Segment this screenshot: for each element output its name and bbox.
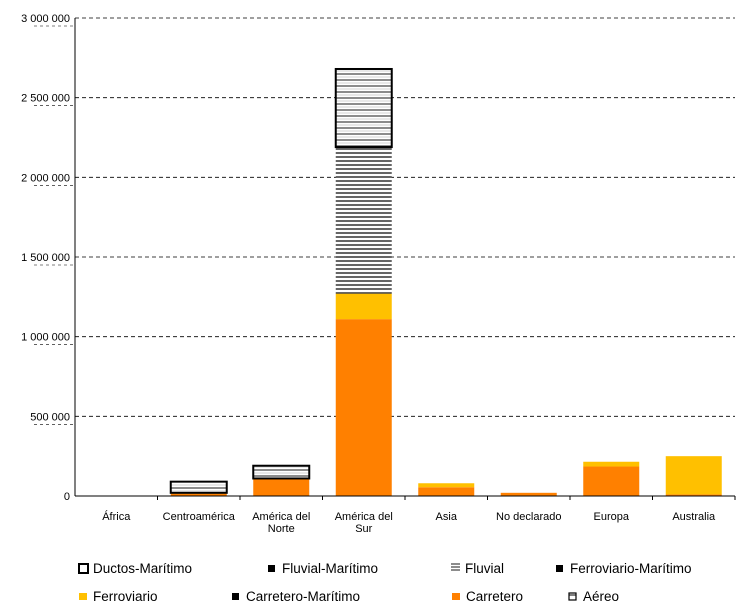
legend-item: Ferroviario-Marítimo <box>556 561 692 576</box>
legend-marker <box>556 565 563 572</box>
legend-item: Fluvial-Marítimo <box>268 561 378 576</box>
legend-label: Aéreo <box>583 589 619 604</box>
y-tick-label: 1 000 000 <box>21 332 70 344</box>
y-tick-label: 1 500 000 <box>21 252 70 264</box>
x-tick-label: No declarado <box>496 511 561 523</box>
legend-marker <box>452 593 460 600</box>
legend-label: Fluvial-Marítimo <box>282 561 378 576</box>
bars <box>169 67 722 496</box>
bar-segment <box>500 492 557 496</box>
x-tick-label: Australia <box>672 511 716 523</box>
x-tick-label: Europa <box>594 511 630 523</box>
legend-label: Fluvial <box>465 561 504 576</box>
bar-segment <box>418 483 475 488</box>
bar-segment <box>170 493 227 496</box>
legend-label: Ferroviario <box>93 589 158 604</box>
bar-segment <box>665 494 722 496</box>
legend: Ductos-Marítimo Fluvial-Marítimo Fluvial Fe… <box>78 561 692 604</box>
legend-item: Carretero <box>452 589 523 604</box>
legend-label: Carretero <box>466 589 523 604</box>
y-tick-label: 500 000 <box>30 411 70 423</box>
y-tick-label: 3 000 000 <box>21 13 70 25</box>
bar-segment <box>169 480 228 494</box>
x-tick-label: África <box>102 510 131 523</box>
legend-item: Carretero-Marítimo <box>232 589 360 604</box>
legend-label: Ductos-Marítimo <box>93 561 192 576</box>
bar-segment <box>583 466 640 496</box>
legend-marker <box>568 592 577 601</box>
x-axis: África Centroamérica América del Norte Améri… <box>75 495 736 535</box>
bar-segment <box>665 456 722 495</box>
y-tick-label: 2 500 000 <box>21 93 70 105</box>
x-tick-label: Centroamérica <box>163 511 236 523</box>
legend-marker <box>268 565 275 572</box>
legend-item: Aéreo <box>568 589 619 604</box>
legend-item: Ductos-Marítimo <box>78 561 192 576</box>
bar-segment <box>253 478 310 496</box>
bar-segment <box>334 67 393 149</box>
bar-segment <box>335 293 392 320</box>
legend-marker <box>232 593 239 600</box>
legend-item: Fluvial <box>451 561 504 576</box>
bar-segment <box>583 461 640 467</box>
legend-label: Carretero-Marítimo <box>246 589 360 604</box>
y-tick-label: 2 000 000 <box>21 172 70 184</box>
legend-item: Ferroviario <box>79 589 158 604</box>
x-tick-label: Asia <box>436 511 458 523</box>
x-tick-label: América del Norte <box>252 511 310 535</box>
x-tick-label: América del Sur <box>335 511 393 535</box>
bar-segment <box>335 319 392 496</box>
gridlines <box>34 17 735 425</box>
legend-marker <box>79 593 87 600</box>
y-axis: 0 500 000 1 000 000 1 500 000 2 000 000 2 500… <box>21 13 76 503</box>
bar-segment <box>335 147 392 294</box>
bar-segment <box>418 487 475 496</box>
legend-marker <box>78 563 89 574</box>
legend-label: Ferroviario-Marítimo <box>570 561 692 576</box>
y-tick-label: 0 <box>64 491 70 503</box>
bar-segment <box>252 464 311 480</box>
